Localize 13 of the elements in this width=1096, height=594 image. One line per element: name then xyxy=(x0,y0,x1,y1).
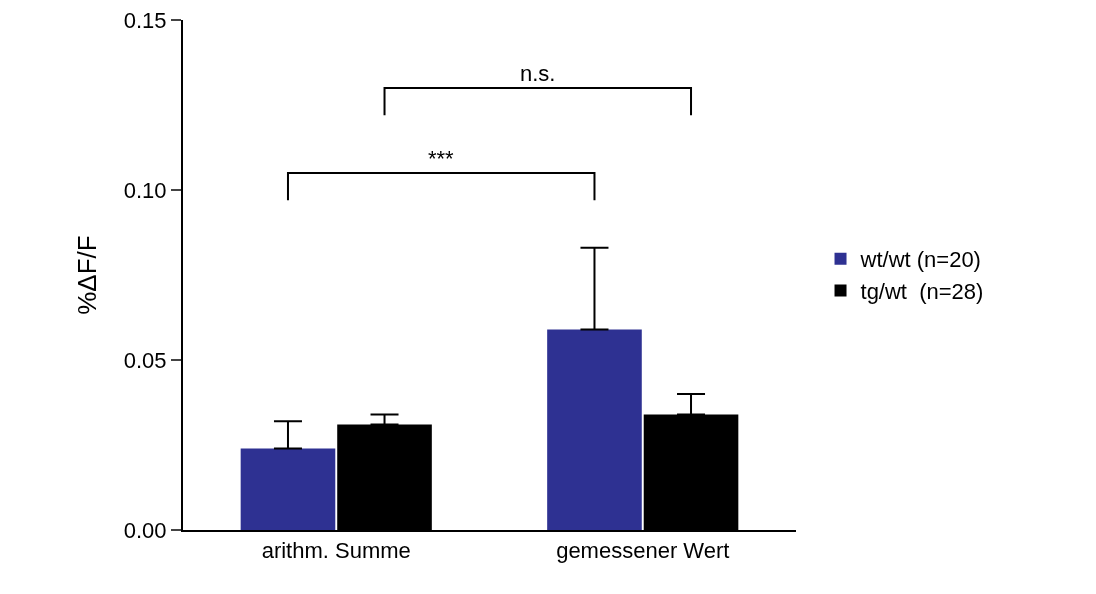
y-tick-label: 0.00 xyxy=(123,517,167,543)
annotation: n.s. xyxy=(520,61,556,86)
y-tick-label: 0.10 xyxy=(123,177,167,203)
x-tick-label: gemessener Wert xyxy=(556,538,730,564)
y-tick-label: 0.15 xyxy=(123,7,167,33)
y-axis-title: %ΔF/F xyxy=(71,235,102,315)
bar xyxy=(240,448,336,530)
annotation: *** xyxy=(428,146,455,171)
legend-label: wt/wt (n=20) xyxy=(859,247,981,273)
y-tick-label: 0.05 xyxy=(123,347,167,373)
legend-label: tg/wt (n=28) xyxy=(860,278,984,304)
x-tick-label: arithm. Summe xyxy=(261,538,411,564)
bar xyxy=(547,329,642,530)
